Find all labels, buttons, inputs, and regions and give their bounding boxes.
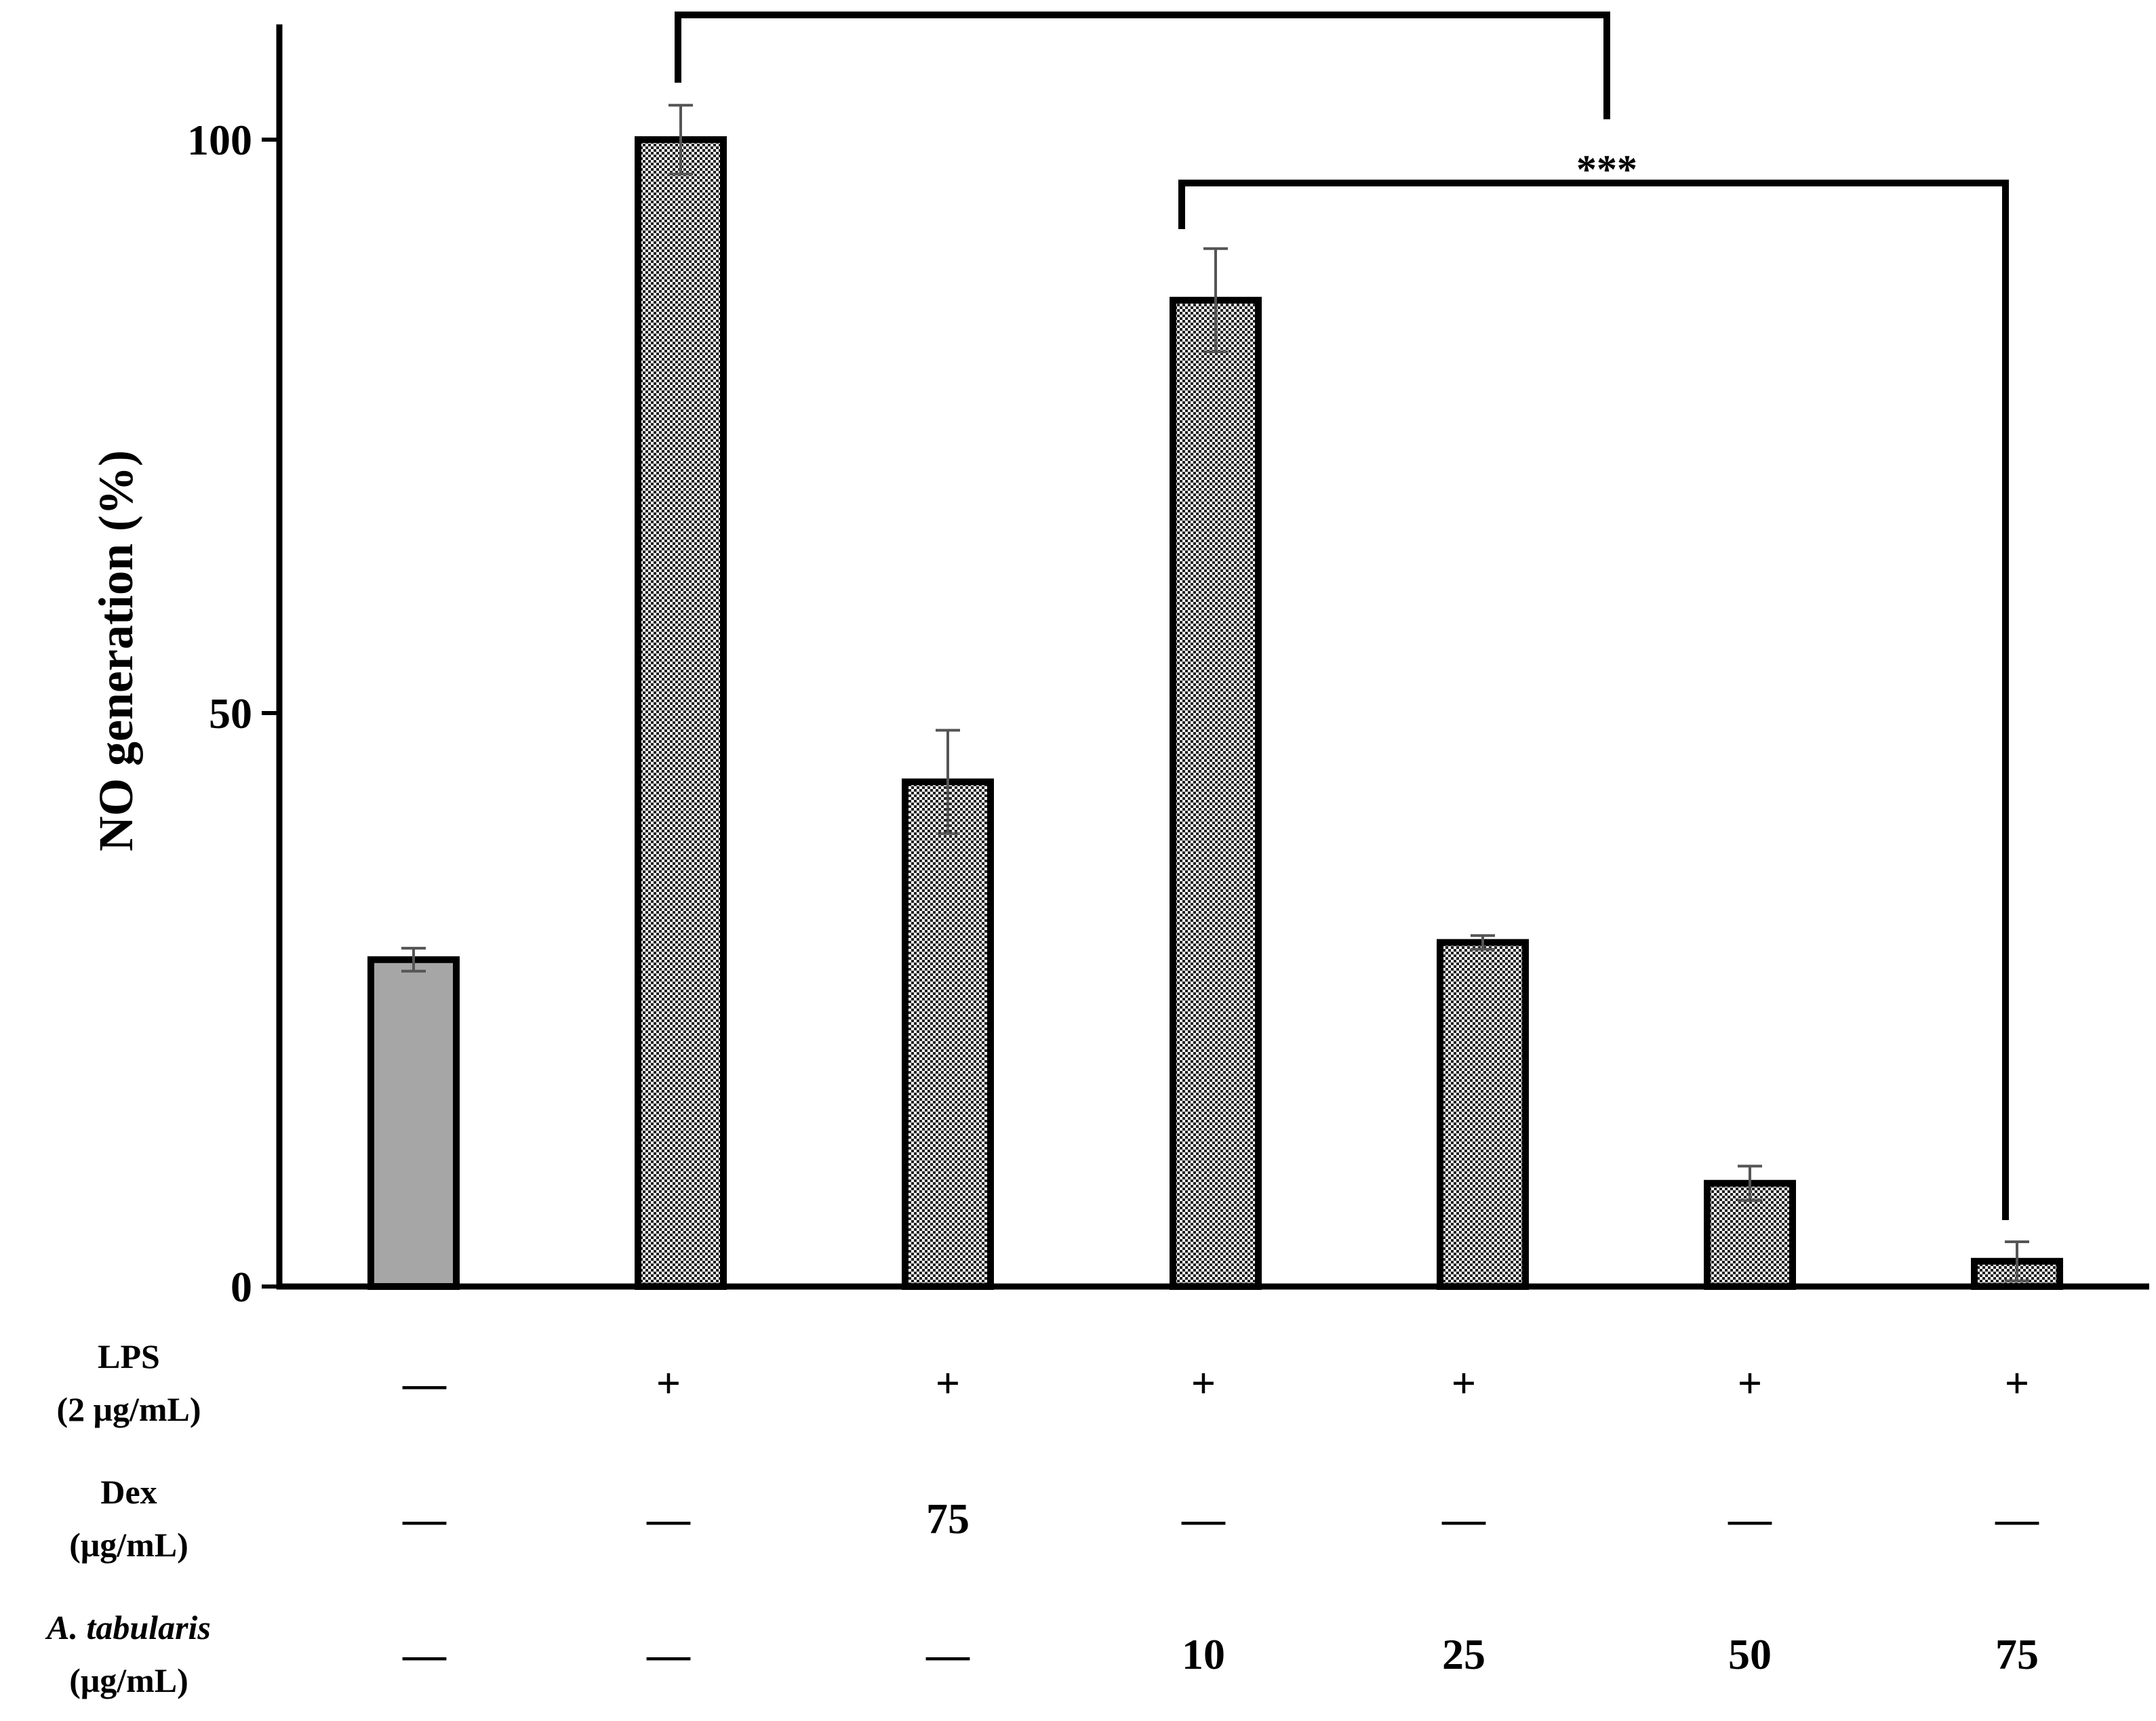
row-label: LPS: [98, 1337, 160, 1375]
error-bars: [401, 104, 2029, 1282]
table-cell: +: [1191, 1359, 1216, 1407]
table-cell: —: [402, 1495, 447, 1543]
bar: [367, 956, 460, 1291]
table-cell: —: [1728, 1495, 1772, 1543]
table-cell: —: [402, 1630, 447, 1678]
table-cell: +: [656, 1359, 681, 1407]
table-cell: +: [1738, 1359, 1762, 1407]
y-tick-label: 100: [187, 116, 252, 164]
table-cell: 50: [1728, 1630, 1772, 1678]
y-tick-label: 50: [209, 689, 252, 737]
row-label-unit: (2 μg/mL): [56, 1390, 201, 1428]
table-cell: 25: [1442, 1630, 1485, 1678]
y-tick-label: 0: [231, 1263, 252, 1311]
row-label: A. tabularis: [45, 1608, 211, 1646]
table-cell: +: [1452, 1359, 1476, 1407]
bracket-extract: [1178, 180, 2009, 1220]
bar: [1170, 296, 1262, 1290]
row-label: Dex: [100, 1473, 157, 1511]
bars: [367, 136, 2063, 1291]
row-label-unit: (μg/mL): [69, 1661, 188, 1699]
table-cell: —: [646, 1495, 691, 1543]
table-cell: —: [1181, 1495, 1226, 1543]
row-label-unit: (μg/mL): [69, 1526, 188, 1564]
table-cell: 75: [926, 1495, 970, 1543]
table-cell: 75: [1995, 1630, 2039, 1678]
table-cell: —: [1441, 1495, 1486, 1543]
table-cell: +: [936, 1359, 960, 1407]
bar: [902, 778, 994, 1290]
y-axis-label: NO generation (%): [89, 450, 143, 851]
table-cell: —: [402, 1359, 447, 1407]
significance-label: ***: [1576, 147, 1637, 192]
table-cell: +: [2005, 1359, 2029, 1407]
bracket-lps: [675, 12, 1610, 119]
table-cell: —: [1995, 1495, 2039, 1543]
bar: [1437, 939, 1529, 1291]
treatment-table: LPS (2 μg/mL) — + + + + + + Dex (μg/mL) — — 75 — — — — A. …: [45, 1337, 2039, 1699]
significance-brackets: [675, 12, 2009, 1220]
bar: [635, 136, 727, 1290]
table-cell: 10: [1182, 1630, 1225, 1678]
table-cell: —: [646, 1630, 691, 1678]
y-tick-labels: 0 50 100: [187, 116, 252, 1311]
table-cell: —: [925, 1630, 970, 1678]
